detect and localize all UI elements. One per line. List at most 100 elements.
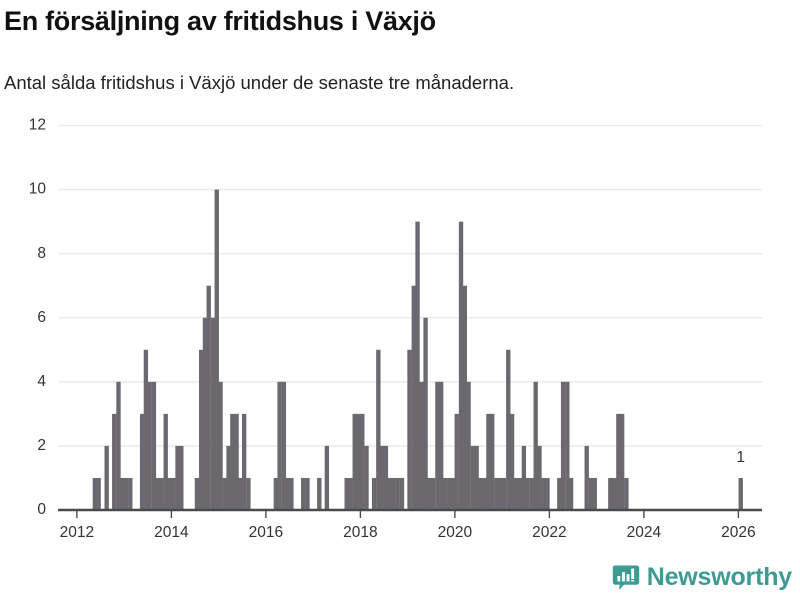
bar [238,477,243,510]
bar [206,285,211,510]
bar [498,477,503,510]
bar [478,477,483,510]
x-axis-tick-label: 2020 [438,524,473,541]
bar [230,413,235,511]
bar [317,477,322,510]
bar [159,477,164,510]
bar [411,285,416,510]
bar [513,477,519,510]
bar [391,477,397,510]
bar [167,477,172,510]
bar [352,413,357,511]
bar [525,477,530,510]
bar [619,413,625,511]
bar [360,413,365,511]
bar [344,477,349,510]
bar [470,445,476,510]
bar [356,413,361,511]
bar [226,445,231,510]
bar [588,477,594,510]
bar [399,477,405,510]
bar [222,477,227,510]
bar [501,477,507,510]
bar [92,477,98,510]
newsworthy-logo[interactable]: Newsworthy [612,563,792,592]
bar [442,477,448,510]
bar [376,349,381,510]
y-axis-tick-label: 0 [37,501,46,518]
bar [430,477,436,510]
bar [427,477,432,510]
newsworthy-logo-text: Newsworthy [646,563,792,591]
bar [155,477,160,510]
y-axis-tick-label: 4 [37,373,46,390]
x-axis-tick-label: 2024 [627,524,662,541]
bar [179,445,184,510]
bar [194,477,200,510]
y-axis-tick-label: 8 [37,245,46,262]
bar [486,413,491,511]
bar [241,413,247,511]
bar [435,381,440,510]
bar [234,413,239,511]
bar [482,477,487,510]
bar [273,477,278,510]
bar [506,349,511,510]
bar [147,381,152,510]
bar [371,477,377,510]
bar [450,477,456,510]
bar [175,445,180,510]
x-axis-tick-label: 2026 [721,524,755,541]
bar [616,413,621,511]
bar [521,445,527,510]
y-axis-tick-label: 10 [29,181,47,198]
bar [139,413,145,511]
bar [466,381,471,510]
bar [537,445,542,510]
bar [557,477,562,510]
bar [565,381,570,510]
bar [163,413,168,511]
y-axis-tick-label: 6 [37,309,46,326]
bar [517,477,523,510]
bar [218,381,223,510]
bar [305,477,310,510]
bar [447,477,452,510]
bar [143,349,149,510]
bar [202,317,208,510]
y-axis-tick-label: 2 [37,437,46,454]
bar [624,477,629,510]
bar [533,381,538,510]
bars [92,189,743,511]
bar [214,189,219,510]
bar [198,349,204,510]
x-axis-tick-label: 2012 [60,524,94,541]
bar [112,413,117,511]
x-axis-tick-label: 2022 [532,524,566,541]
bar-chart-speech-bubble-icon [612,564,640,592]
bar [171,477,176,510]
bar [454,413,459,511]
bar [151,381,157,510]
bar [281,381,287,510]
bar [490,413,495,511]
bar [387,477,393,510]
bar [568,477,574,510]
bar [383,445,389,510]
bar [123,477,129,510]
bar [395,477,400,510]
bar [246,477,251,510]
y-axis-tick-label: 12 [29,117,46,134]
x-axis-tick-labels: 2012 2014 2016 2018 2020 2022 2024 2026 [60,524,756,541]
bar [541,477,546,510]
x-axis-tick-label: 2018 [343,524,377,541]
bar [120,477,125,510]
bar [458,221,464,511]
bar [738,477,743,510]
bar [545,477,550,510]
bar [128,477,133,510]
bar-value-label: 1 [736,449,745,466]
bar [210,317,216,510]
